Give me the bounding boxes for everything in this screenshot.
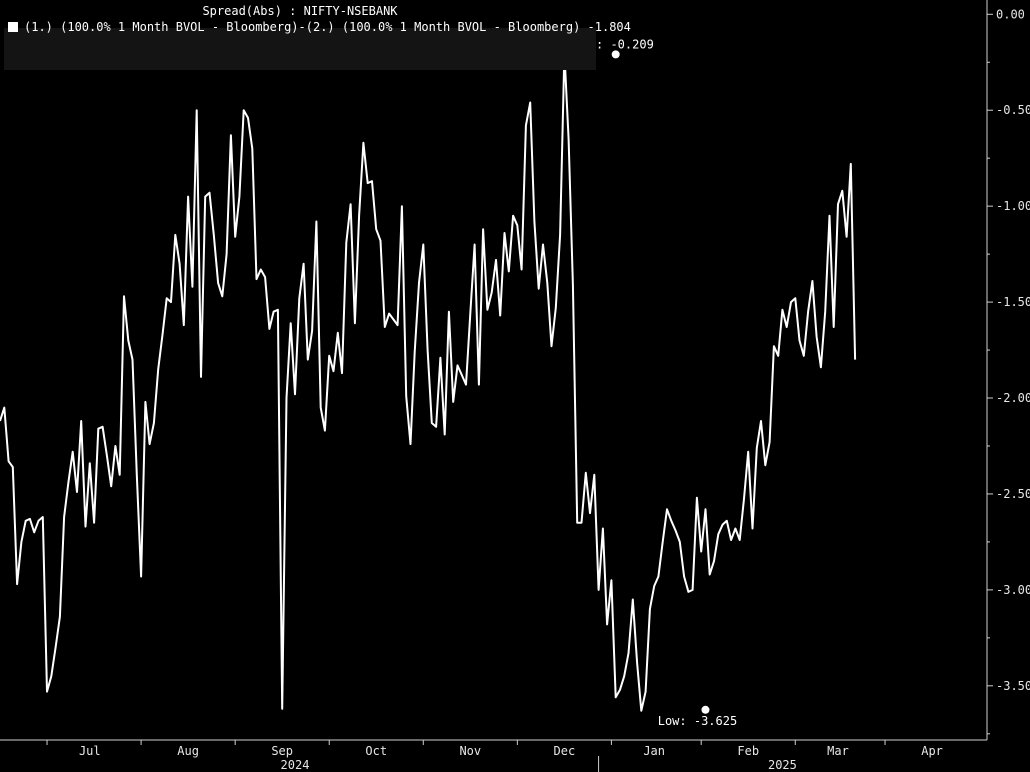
legend (4, 28, 596, 70)
high-marker (611, 50, 620, 59)
x-tick-label: Apr (921, 744, 943, 758)
y-tick-label: 0.00 (996, 7, 1025, 21)
y-tick-label: -2.50 (996, 487, 1030, 501)
x-tick-label: Dec (554, 744, 576, 758)
legend-entry: (1.) (100.0% 1 Month BVOL - Bloomberg)-(… (8, 20, 631, 34)
y-tick-label: -1.50 (996, 295, 1030, 309)
y-tick-label: -0.50 (996, 103, 1030, 117)
x-year-label: 2024 (281, 758, 310, 772)
x-tick-label: Mar (827, 744, 849, 758)
x-tick-label: Sep (271, 744, 293, 758)
legend-entry-label: (1.) (100.0% 1 Month BVOL - Bloomberg)-(… (24, 20, 631, 34)
annotation-layer: Hi: -0.209 Low: -3.625 (582, 37, 738, 727)
y-tick-label: -3.00 (996, 583, 1030, 597)
chart-title: Spread(Abs) : NIFTY-NSEBANK (202, 4, 398, 18)
x-tick-label: Jan (643, 744, 665, 758)
y-tick-label: -3.50 (996, 679, 1030, 693)
x-tick-label: Aug (177, 744, 199, 758)
series-line (0, 51, 857, 712)
legend-swatch-icon (8, 22, 18, 32)
low-label: Low: -3.625 (658, 714, 737, 728)
x-tick-label: Nov (459, 744, 481, 758)
series-layer (0, 51, 857, 712)
x-year-label: 2025 (768, 758, 797, 772)
x-tick-label: Jul (79, 744, 101, 758)
x-tick-label: Oct (365, 744, 387, 758)
y-tick-label: -2.00 (996, 391, 1030, 405)
high-label: Hi: -0.209 (582, 37, 654, 51)
low-marker (701, 705, 710, 714)
y-tick-label: -1.00 (996, 199, 1030, 213)
x-tick-label: Feb (737, 744, 759, 758)
